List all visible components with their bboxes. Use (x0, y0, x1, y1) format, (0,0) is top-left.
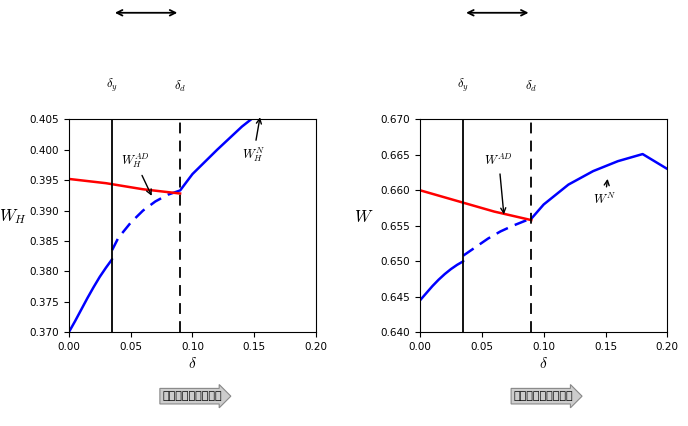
Text: $W^{AD}$: $W^{AD}$ (484, 153, 513, 213)
Text: 移転価格規制の強化: 移転価格規制の強化 (162, 391, 222, 401)
Text: $\delta_y$: $\delta_y$ (106, 77, 118, 94)
Text: $W_H^{AD}$: $W_H^{AD}$ (120, 152, 151, 195)
Text: $W_H^N$: $W_H^N$ (242, 119, 265, 164)
Text: $W^N$: $W^N$ (593, 180, 616, 207)
X-axis label: $\delta$: $\delta$ (539, 356, 548, 371)
Text: $\delta_y$: $\delta_y$ (458, 77, 469, 94)
Text: $\delta_d$: $\delta_d$ (174, 78, 186, 94)
Text: $\delta_d$: $\delta_d$ (525, 78, 537, 94)
Y-axis label: $W$: $W$ (354, 209, 374, 226)
Y-axis label: $W_H$: $W_H$ (0, 207, 27, 226)
X-axis label: $\delta$: $\delta$ (188, 356, 197, 371)
Text: 移転価格規制の強化: 移転価格規制の強化 (514, 391, 574, 401)
